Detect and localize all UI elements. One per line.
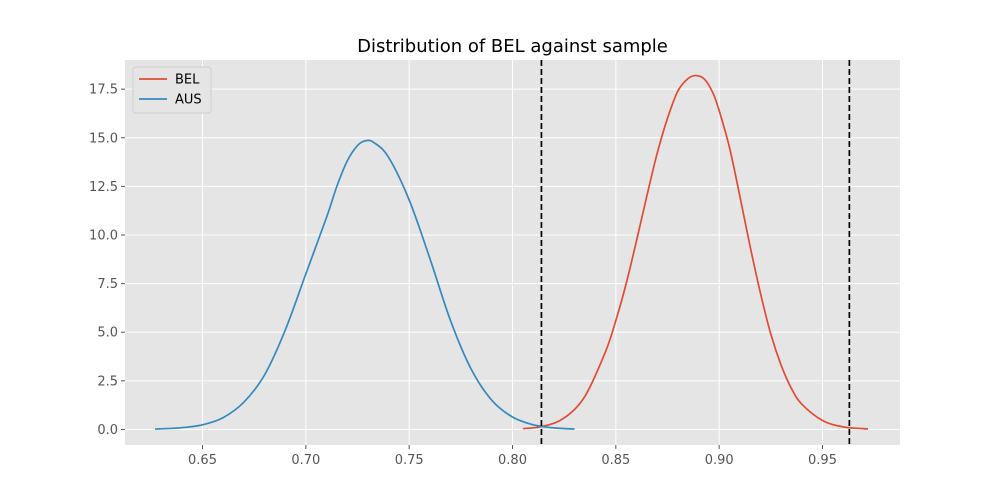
series-line-aus xyxy=(154,139,575,430)
x-tick-label: 0.95 xyxy=(808,453,837,468)
y-tick-label: 7.5 xyxy=(97,277,118,292)
y-tick-label: 5.0 xyxy=(97,326,118,341)
x-tick-label: 0.85 xyxy=(601,453,630,468)
y-tick-label: 17.5 xyxy=(89,83,118,98)
x-axis: 0.65 0.70 0.75 0.80 0.85 0.90 0.95 xyxy=(188,445,837,468)
grid-lines xyxy=(125,60,900,445)
x-tick-label: 0.80 xyxy=(498,453,527,468)
y-tick-label: 15.0 xyxy=(89,131,118,146)
x-tick-label: 0.70 xyxy=(291,453,320,468)
y-tick-label: 10.0 xyxy=(89,229,118,244)
y-axis: 0.0 2.5 5.0 7.5 10.0 12.5 15.0 17.5 xyxy=(89,83,125,438)
y-tick-label: 0.0 xyxy=(97,423,118,438)
legend: BEL AUS xyxy=(132,66,212,114)
series-lines xyxy=(154,74,869,430)
reference-lines xyxy=(540,60,851,445)
legend-label-bel: BEL xyxy=(175,73,200,88)
x-tick-label: 0.90 xyxy=(705,453,734,468)
x-tick-label: 0.65 xyxy=(188,453,217,468)
y-tick-label: 12.5 xyxy=(89,180,118,195)
legend-label-aus: AUS xyxy=(175,93,202,108)
x-tick-label: 0.75 xyxy=(395,453,424,468)
series-line-bel xyxy=(522,74,869,430)
chart-title: Distribution of BEL against sample xyxy=(357,36,668,57)
y-tick-label: 2.5 xyxy=(97,374,118,389)
